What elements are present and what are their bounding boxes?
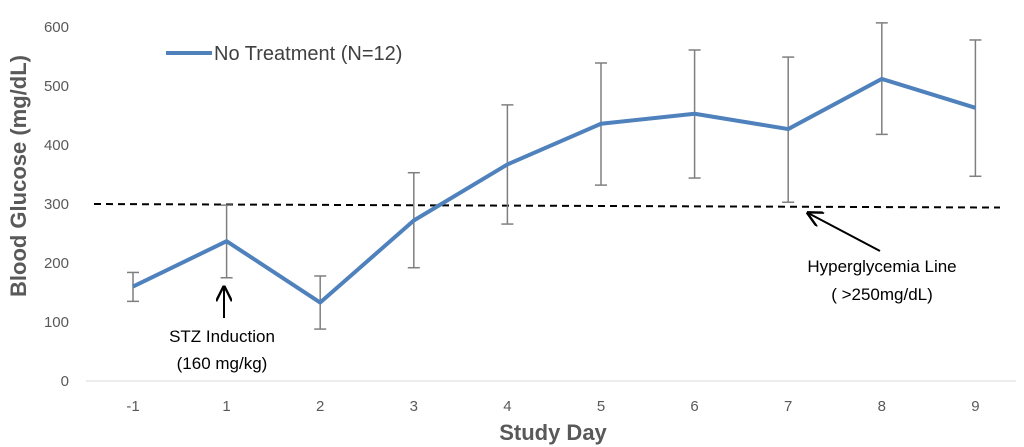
y-tick-label: 100	[44, 314, 69, 331]
y-axis-title: Blood Glucose (mg/dL)	[6, 55, 31, 297]
y-tick-label: 500	[44, 78, 69, 95]
series-line	[132, 76, 976, 305]
y-tick-label: 300	[44, 196, 69, 213]
legend: No Treatment (N=12)	[166, 43, 402, 65]
annotations	[224, 213, 881, 318]
series-group	[132, 76, 976, 305]
x-tick-label: 6	[690, 398, 698, 415]
hyperglycemia-label-line2: ( >250mg/dL)	[831, 285, 933, 304]
x-tick-label: 1	[222, 398, 230, 415]
y-tick-label: 400	[44, 137, 69, 154]
hyperglycemia-annotation: Hyperglycemia Line ( >250mg/dL)	[807, 257, 956, 304]
x-tick-label: 3	[410, 398, 418, 415]
x-tick-label: 7	[784, 398, 792, 415]
stz-annotation: STZ Induction (160 mg/kg)	[169, 327, 275, 373]
stz-annotation-line2: (160 mg/kg)	[177, 354, 268, 373]
x-tick-label: -1	[126, 398, 139, 415]
x-axis-title: Study Day	[499, 420, 607, 445]
y-tick-label: 0	[61, 373, 69, 390]
x-tick-label: 5	[597, 398, 605, 415]
x-tick-label: 9	[971, 398, 979, 415]
hyperglycemia-label-line1: Hyperglycemia Line	[807, 257, 956, 276]
y-tick-label: 200	[44, 255, 69, 272]
x-tick-label: 2	[316, 398, 324, 415]
stz-annotation-line1: STZ Induction	[169, 327, 275, 346]
x-tick-label: 4	[503, 398, 511, 415]
error-bars	[127, 22, 982, 330]
y-tick-label: 600	[44, 19, 69, 36]
hyperglycemia-arrow	[808, 213, 881, 252]
x-tick-label: 8	[878, 398, 886, 415]
legend-label: No Treatment (N=12)	[214, 43, 402, 65]
axes: 0 100 200 300 400 500 600 -1 1 2 3 4 5 6 7 8 9	[44, 19, 1016, 415]
